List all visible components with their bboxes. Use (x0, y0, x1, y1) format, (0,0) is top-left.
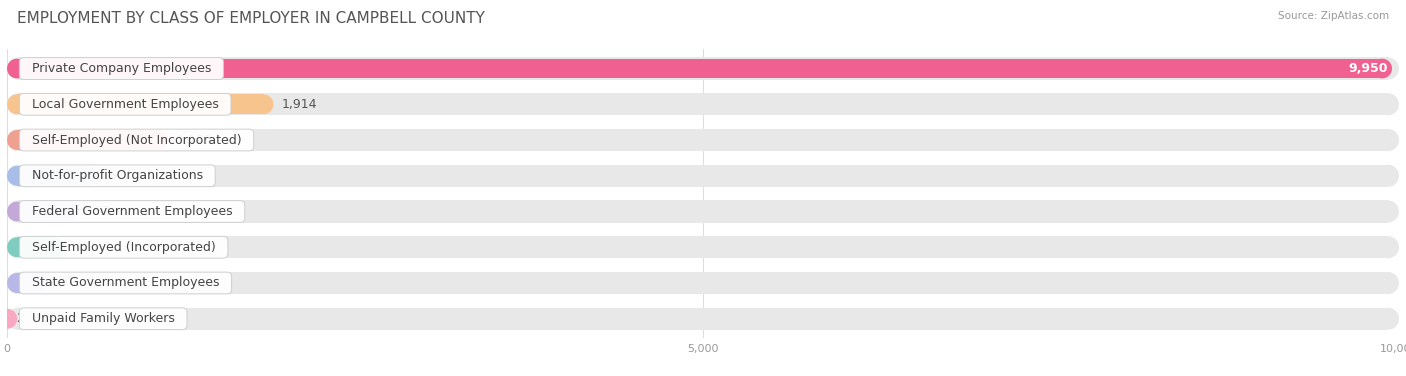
Bar (18, 200, 1388, 223)
Text: Federal Government Employees: Federal Government Employees (24, 205, 240, 218)
Bar (18, 93, 1388, 115)
Bar (18, 236, 1388, 258)
Ellipse shape (7, 59, 27, 78)
Bar (17, 273, 39, 293)
Text: 423: 423 (75, 241, 98, 254)
Ellipse shape (7, 130, 27, 150)
Text: EMPLOYMENT BY CLASS OF EMPLOYER IN CAMPBELL COUNTY: EMPLOYMENT BY CLASS OF EMPLOYER IN CAMPB… (17, 11, 485, 26)
Text: 2: 2 (15, 312, 24, 325)
Ellipse shape (7, 165, 30, 187)
Bar (18, 165, 1388, 187)
Ellipse shape (1376, 129, 1399, 151)
Ellipse shape (149, 130, 169, 150)
Ellipse shape (1376, 236, 1399, 258)
Bar (18, 58, 1388, 80)
Text: 9,950: 9,950 (1348, 62, 1388, 75)
Text: 301: 301 (58, 276, 82, 290)
Bar (17, 237, 56, 257)
Ellipse shape (7, 202, 27, 221)
Text: Local Government Employees: Local Government Employees (24, 98, 226, 111)
Bar (17, 59, 1382, 78)
Bar (17, 166, 90, 186)
Ellipse shape (1376, 165, 1399, 187)
Text: Not-for-profit Organizations: Not-for-profit Organizations (24, 169, 211, 182)
Ellipse shape (7, 236, 30, 258)
Ellipse shape (0, 309, 17, 329)
Ellipse shape (46, 237, 66, 257)
Ellipse shape (1376, 58, 1399, 80)
Bar (18, 272, 1388, 294)
Ellipse shape (7, 273, 27, 293)
Text: Private Company Employees: Private Company Employees (24, 62, 219, 75)
Text: Self-Employed (Incorporated): Self-Employed (Incorporated) (24, 241, 224, 254)
Text: Unpaid Family Workers: Unpaid Family Workers (24, 312, 183, 325)
Ellipse shape (7, 200, 30, 223)
Ellipse shape (0, 309, 17, 329)
Ellipse shape (80, 166, 100, 186)
Ellipse shape (1376, 308, 1399, 330)
Bar (18, 129, 1388, 151)
Ellipse shape (254, 94, 273, 114)
Ellipse shape (7, 308, 30, 330)
Text: State Government Employees: State Government Employees (24, 276, 228, 290)
Bar (17, 202, 67, 221)
Bar (18, 308, 1388, 330)
Ellipse shape (7, 58, 30, 80)
Ellipse shape (30, 273, 49, 293)
Ellipse shape (7, 93, 30, 115)
Text: Self-Employed (Not Incorporated): Self-Employed (Not Incorporated) (24, 133, 249, 147)
Ellipse shape (58, 202, 77, 221)
Ellipse shape (1372, 59, 1392, 78)
Ellipse shape (7, 129, 30, 151)
Ellipse shape (7, 272, 30, 294)
Ellipse shape (7, 166, 27, 186)
Bar (17, 130, 159, 150)
Ellipse shape (1376, 200, 1399, 223)
Ellipse shape (1376, 93, 1399, 115)
Text: 1,914: 1,914 (281, 98, 318, 111)
Ellipse shape (7, 237, 27, 257)
Text: 671: 671 (108, 169, 132, 182)
Ellipse shape (1376, 272, 1399, 294)
Bar (17, 94, 263, 114)
Text: 1,159: 1,159 (177, 133, 212, 147)
Text: 507: 507 (86, 205, 110, 218)
Ellipse shape (7, 94, 27, 114)
Text: Source: ZipAtlas.com: Source: ZipAtlas.com (1278, 11, 1389, 21)
